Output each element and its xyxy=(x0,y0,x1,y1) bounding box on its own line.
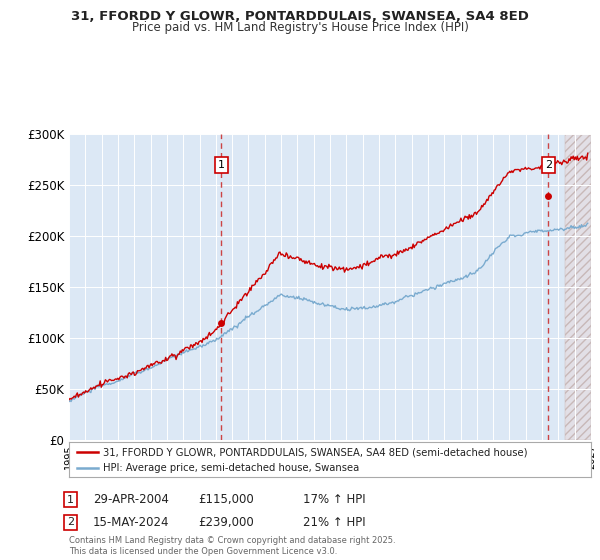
Text: 31, FFORDD Y GLOWR, PONTARDDULAIS, SWANSEA, SA4 8ED: 31, FFORDD Y GLOWR, PONTARDDULAIS, SWANS… xyxy=(71,10,529,22)
Bar xyxy=(565,134,591,440)
Text: 2: 2 xyxy=(545,160,552,170)
Bar xyxy=(565,134,591,440)
Text: 21% ↑ HPI: 21% ↑ HPI xyxy=(303,516,365,529)
Text: £115,000: £115,000 xyxy=(198,493,254,506)
Text: £239,000: £239,000 xyxy=(198,516,254,529)
Text: HPI: Average price, semi-detached house, Swansea: HPI: Average price, semi-detached house,… xyxy=(103,464,359,473)
Text: Price paid vs. HM Land Registry's House Price Index (HPI): Price paid vs. HM Land Registry's House … xyxy=(131,21,469,34)
Text: 31, FFORDD Y GLOWR, PONTARDDULAIS, SWANSEA, SA4 8ED (semi-detached house): 31, FFORDD Y GLOWR, PONTARDDULAIS, SWANS… xyxy=(103,447,527,457)
Text: 1: 1 xyxy=(218,160,224,170)
Text: 17% ↑ HPI: 17% ↑ HPI xyxy=(303,493,365,506)
Text: 2: 2 xyxy=(67,517,74,528)
Text: 29-APR-2004: 29-APR-2004 xyxy=(93,493,169,506)
Text: 15-MAY-2024: 15-MAY-2024 xyxy=(93,516,170,529)
Text: Contains HM Land Registry data © Crown copyright and database right 2025.
This d: Contains HM Land Registry data © Crown c… xyxy=(69,536,395,556)
Text: 1: 1 xyxy=(67,494,74,505)
